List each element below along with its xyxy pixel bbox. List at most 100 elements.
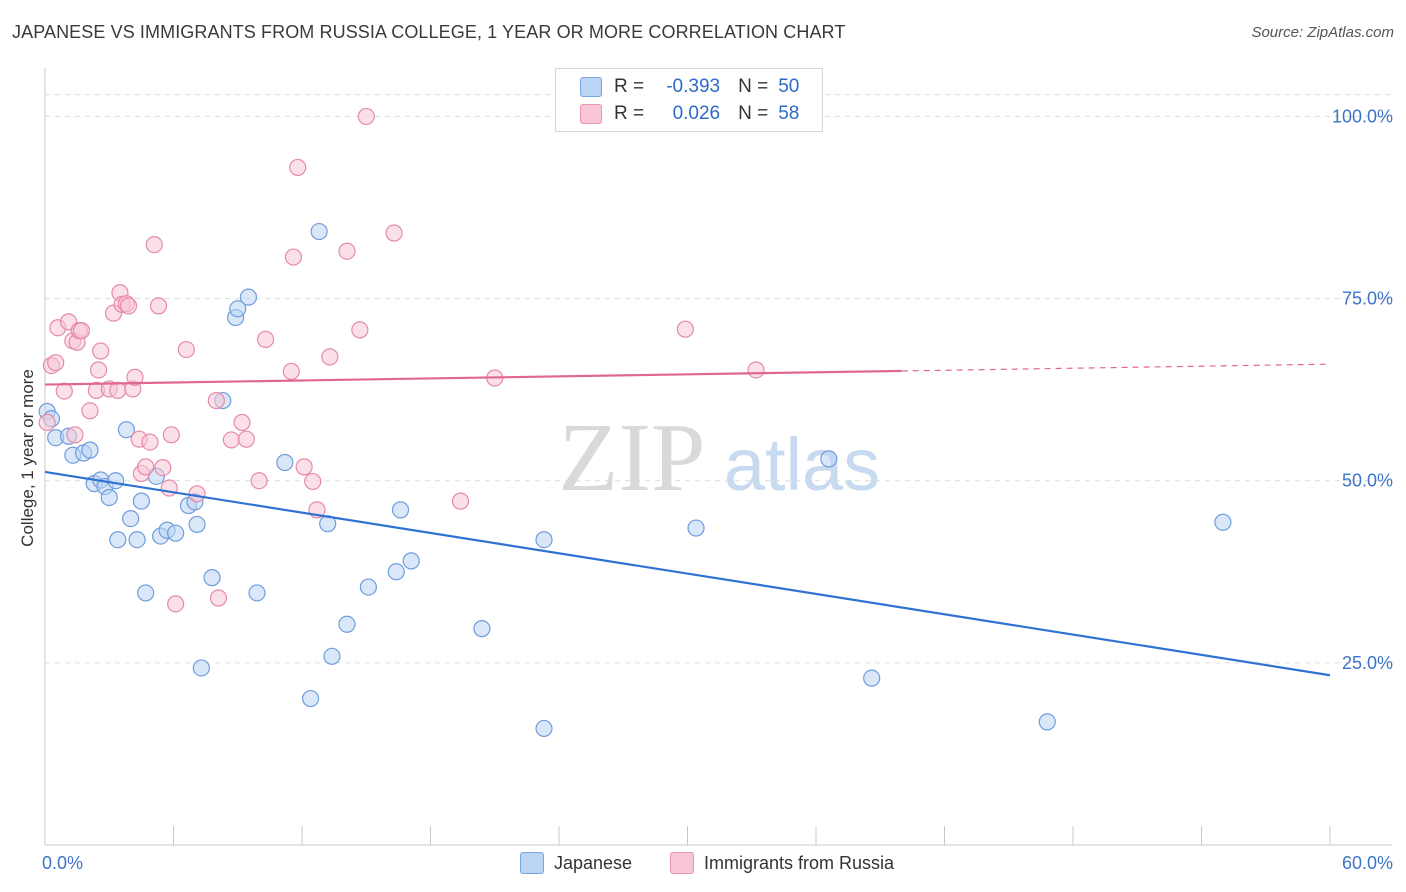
data-points [38, 107, 1232, 738]
japanese-point [107, 472, 125, 490]
russia-point [385, 224, 403, 242]
russia-point [47, 354, 65, 372]
russia-point [338, 242, 356, 260]
russia-point [451, 492, 470, 510]
japanese-point [117, 421, 135, 439]
russia-point [289, 158, 307, 177]
japanese-r-value: -0.393 [666, 76, 721, 97]
russia-legend-swatch [670, 852, 694, 874]
russia-point [321, 348, 339, 366]
japanese-point [535, 719, 553, 738]
japanese-point [359, 578, 377, 596]
japanese-point [137, 584, 155, 602]
japanese-point [276, 453, 294, 472]
japanese-point [132, 492, 150, 510]
russia-point [109, 381, 127, 399]
russia-trend-line-extension [901, 363, 1331, 372]
japanese-point [229, 300, 247, 318]
japanese-legend-swatch [520, 852, 544, 874]
r-label: R = [614, 103, 645, 124]
japanese-point [473, 620, 491, 638]
russia-point [38, 413, 56, 432]
japanese-point [192, 659, 210, 677]
japanese-point [122, 509, 140, 528]
bottom-legend-russia[interactable]: Immigrants from Russia [670, 852, 894, 874]
japanese-point [863, 669, 881, 687]
russia-point [209, 589, 228, 607]
japanese-trend-line [44, 470, 1331, 677]
axes [44, 68, 1392, 846]
russia-point [351, 321, 369, 339]
russia-point [149, 297, 168, 315]
russia-point [177, 340, 195, 359]
russia-point [207, 391, 225, 410]
russia-point [55, 382, 73, 400]
japanese-point [1214, 513, 1232, 531]
russia-point [81, 402, 99, 420]
russia-point [237, 430, 255, 448]
russia-point [92, 342, 110, 360]
japanese-point [167, 524, 185, 542]
y-tick-label: 100.0% [1332, 106, 1393, 126]
bottom-legend-japanese[interactable]: Japanese [520, 852, 632, 874]
n-label: N = [738, 103, 769, 124]
russia-point [119, 297, 138, 315]
russia-point [154, 459, 172, 477]
russia-point [233, 413, 251, 432]
russia-legend-label: Immigrants from Russia [704, 852, 895, 873]
japanese-point [402, 552, 420, 570]
russia-point [747, 361, 765, 379]
russia-point [167, 595, 185, 613]
russia-point [282, 362, 300, 381]
russia-point [304, 472, 322, 491]
legend-row-japanese: R = -0.393 N = 50 [580, 75, 799, 99]
japanese-point [81, 441, 99, 459]
japanese-point [387, 563, 405, 581]
russia-point [137, 458, 155, 476]
japanese-swatch [580, 77, 602, 97]
japanese-point [1038, 713, 1056, 731]
source-label: Source: ZipAtlas.com [1251, 24, 1394, 41]
japanese-point [128, 531, 146, 549]
trend-lines [44, 363, 1331, 677]
r-label: R = [614, 76, 645, 97]
legend-row-russia: R = 0.026 N = 58 [580, 102, 799, 126]
y-tick-label: 25.0% [1342, 653, 1393, 673]
russia-r-value: 0.026 [672, 103, 721, 124]
japanese-point [820, 450, 838, 468]
russia-point [89, 361, 108, 379]
tick-labels: 25.0% 50.0% 75.0% 100.0% 0.0% 60.0% [42, 106, 1393, 873]
russia-point [126, 368, 144, 386]
japanese-point [100, 488, 118, 507]
japanese-point [203, 569, 221, 587]
x-tick-label: 0.0% [42, 853, 83, 873]
russia-n-value: 58 [778, 103, 800, 124]
stats-legend: R = -0.393 N = 50 R = 0.026 N = 58 [555, 68, 823, 132]
n-label: N = [738, 76, 769, 97]
japanese-point [338, 615, 356, 633]
zipatlas-watermark: ZIP atlas [559, 404, 881, 512]
watermark-atlas: atlas [724, 423, 880, 506]
russia-point [676, 320, 694, 338]
japanese-point [310, 222, 328, 241]
russia-swatch [580, 104, 602, 124]
y-tick-label: 50.0% [1342, 471, 1393, 491]
russia-point [222, 431, 240, 449]
y-tick-label: 75.0% [1342, 289, 1393, 309]
russia-point [66, 426, 84, 444]
japanese-point [687, 519, 705, 537]
japanese-point [323, 647, 341, 665]
japanese-point [535, 531, 553, 549]
russia-trend-line [44, 369, 902, 386]
japanese-point [301, 689, 320, 708]
russia-point [141, 433, 159, 451]
x-tick-label: 60.0% [1342, 853, 1393, 873]
japanese-legend-label: Japanese [554, 852, 633, 873]
russia-point [162, 426, 180, 444]
watermark-zip: ZIP [559, 404, 706, 512]
russia-point [295, 458, 313, 476]
japanese-point [239, 288, 258, 306]
russia-point [284, 248, 303, 266]
japanese-point [188, 515, 206, 534]
